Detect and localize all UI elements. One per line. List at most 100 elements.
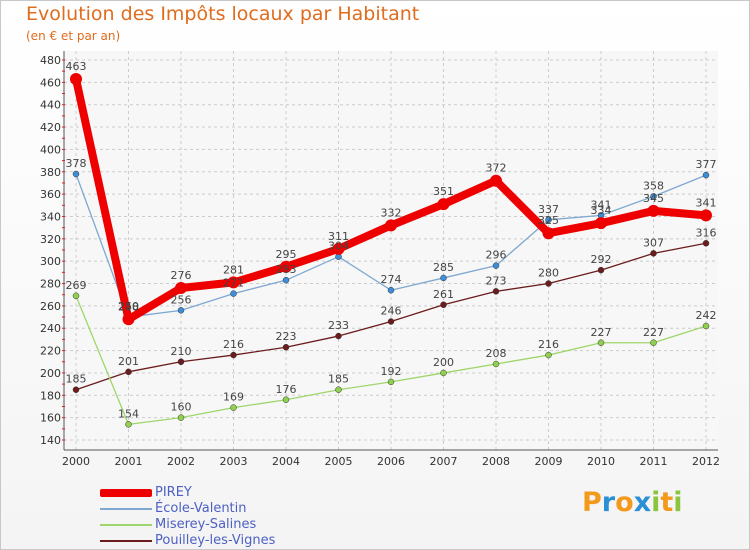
logo-letter: r xyxy=(601,487,616,518)
data-point xyxy=(387,318,395,325)
data-point xyxy=(702,322,710,330)
legend-swatch-pirey xyxy=(100,489,152,497)
data-point xyxy=(702,171,710,179)
data-label: 201 xyxy=(118,355,139,368)
data-label: 223 xyxy=(276,330,297,343)
legend-swatch-ecole-valentin xyxy=(100,508,152,510)
data-point xyxy=(282,276,290,284)
data-point xyxy=(177,307,185,314)
data-label: 169 xyxy=(223,391,244,404)
data-label: 345 xyxy=(643,192,664,205)
data-label: 176 xyxy=(276,383,297,396)
legend-label-pirey: PIREY xyxy=(155,485,192,500)
x-tick-label: 2008 xyxy=(482,455,510,468)
data-label: 341 xyxy=(591,198,612,211)
data-point xyxy=(230,351,237,359)
data-label: 292 xyxy=(591,253,612,266)
data-label: 311 xyxy=(328,230,349,243)
y-tick-label: 240 xyxy=(40,322,61,335)
data-label: 273 xyxy=(486,274,507,287)
legend-swatch-pouilley-les-vignes xyxy=(100,540,152,542)
data-point xyxy=(332,242,345,255)
chart-title: Evolution des Impôts locaux par Habitant xyxy=(26,3,420,25)
data-label: 280 xyxy=(538,267,559,280)
data-label: 216 xyxy=(223,338,244,351)
logo-letter: i xyxy=(673,487,683,518)
data-label: 216 xyxy=(538,338,559,351)
data-point xyxy=(542,227,555,240)
data-point xyxy=(597,266,605,274)
legend-label-pouilley-les-vignes: Pouilley-les-Vignes xyxy=(155,533,276,548)
y-tick-label: 380 xyxy=(40,166,61,179)
y-tick-label: 140 xyxy=(40,434,61,447)
data-point xyxy=(122,313,135,326)
data-label: 281 xyxy=(223,263,244,276)
data-point xyxy=(227,276,240,289)
logo-letter: o xyxy=(615,487,634,518)
x-tick-label: 2003 xyxy=(220,455,248,468)
logo-letter: i xyxy=(651,487,661,518)
data-point xyxy=(490,174,502,187)
data-point xyxy=(175,282,187,294)
y-tick-label: 420 xyxy=(40,121,61,134)
y-tick-label: 440 xyxy=(40,99,61,112)
data-point xyxy=(597,339,605,347)
y-tick-label: 320 xyxy=(40,233,61,246)
data-point xyxy=(72,292,80,300)
data-point xyxy=(387,286,395,294)
data-label: 296 xyxy=(486,249,507,262)
data-point xyxy=(335,332,342,340)
data-label: 160 xyxy=(171,401,192,414)
data-point xyxy=(385,219,397,232)
data-point xyxy=(125,421,132,428)
data-label: 378 xyxy=(66,157,87,170)
data-point xyxy=(492,288,500,295)
data-point xyxy=(492,360,500,368)
data-point xyxy=(70,73,82,85)
data-point xyxy=(72,170,80,178)
y-tick-label: 280 xyxy=(40,278,61,291)
data-label: 192 xyxy=(381,365,402,378)
data-point xyxy=(280,260,292,273)
x-tick-label: 2011 xyxy=(640,455,668,468)
data-label: 246 xyxy=(381,305,402,318)
y-tick-label: 260 xyxy=(40,300,61,313)
data-label: 283 xyxy=(276,263,297,276)
y-tick-label: 180 xyxy=(40,389,61,402)
legend-label-miserey-salines: Miserey-Salines xyxy=(155,517,257,532)
logo-letter: x xyxy=(633,487,652,518)
data-point xyxy=(440,274,447,282)
data-point xyxy=(230,404,237,411)
x-tick-label: 2000 xyxy=(62,455,90,468)
data-label: 337 xyxy=(538,203,559,216)
data-label: 358 xyxy=(643,179,664,192)
data-label: 351 xyxy=(433,185,454,198)
data-label: 274 xyxy=(381,273,402,286)
data-point xyxy=(545,216,552,224)
data-label: 242 xyxy=(696,309,717,322)
y-tick-label: 360 xyxy=(40,188,61,201)
legend-label-ecole-valentin: École-Valentin xyxy=(155,501,247,516)
data-point xyxy=(650,339,657,347)
data-label: 208 xyxy=(486,347,507,360)
data-point xyxy=(650,250,657,257)
data-label: 248 xyxy=(118,300,139,313)
x-tick-label: 2002 xyxy=(167,455,195,468)
data-point xyxy=(650,193,657,200)
data-label: 227 xyxy=(643,326,664,339)
data-point xyxy=(230,290,237,297)
data-label: 185 xyxy=(328,373,349,386)
y-tick-label: 400 xyxy=(40,143,61,156)
data-label: 261 xyxy=(433,288,454,301)
x-tick-label: 2001 xyxy=(115,455,143,468)
chart-subtitle: (en € et par an) xyxy=(26,29,121,43)
logo-letter: P xyxy=(582,487,602,518)
data-point xyxy=(177,414,185,421)
y-tick-label: 340 xyxy=(40,210,61,223)
x-tick-label: 2004 xyxy=(272,455,300,468)
data-label: 250 xyxy=(118,300,139,313)
data-label: 233 xyxy=(328,319,349,332)
proxiti-logo: Proxiti xyxy=(582,487,683,518)
data-label: 307 xyxy=(643,236,664,249)
data-label: 210 xyxy=(171,345,192,358)
